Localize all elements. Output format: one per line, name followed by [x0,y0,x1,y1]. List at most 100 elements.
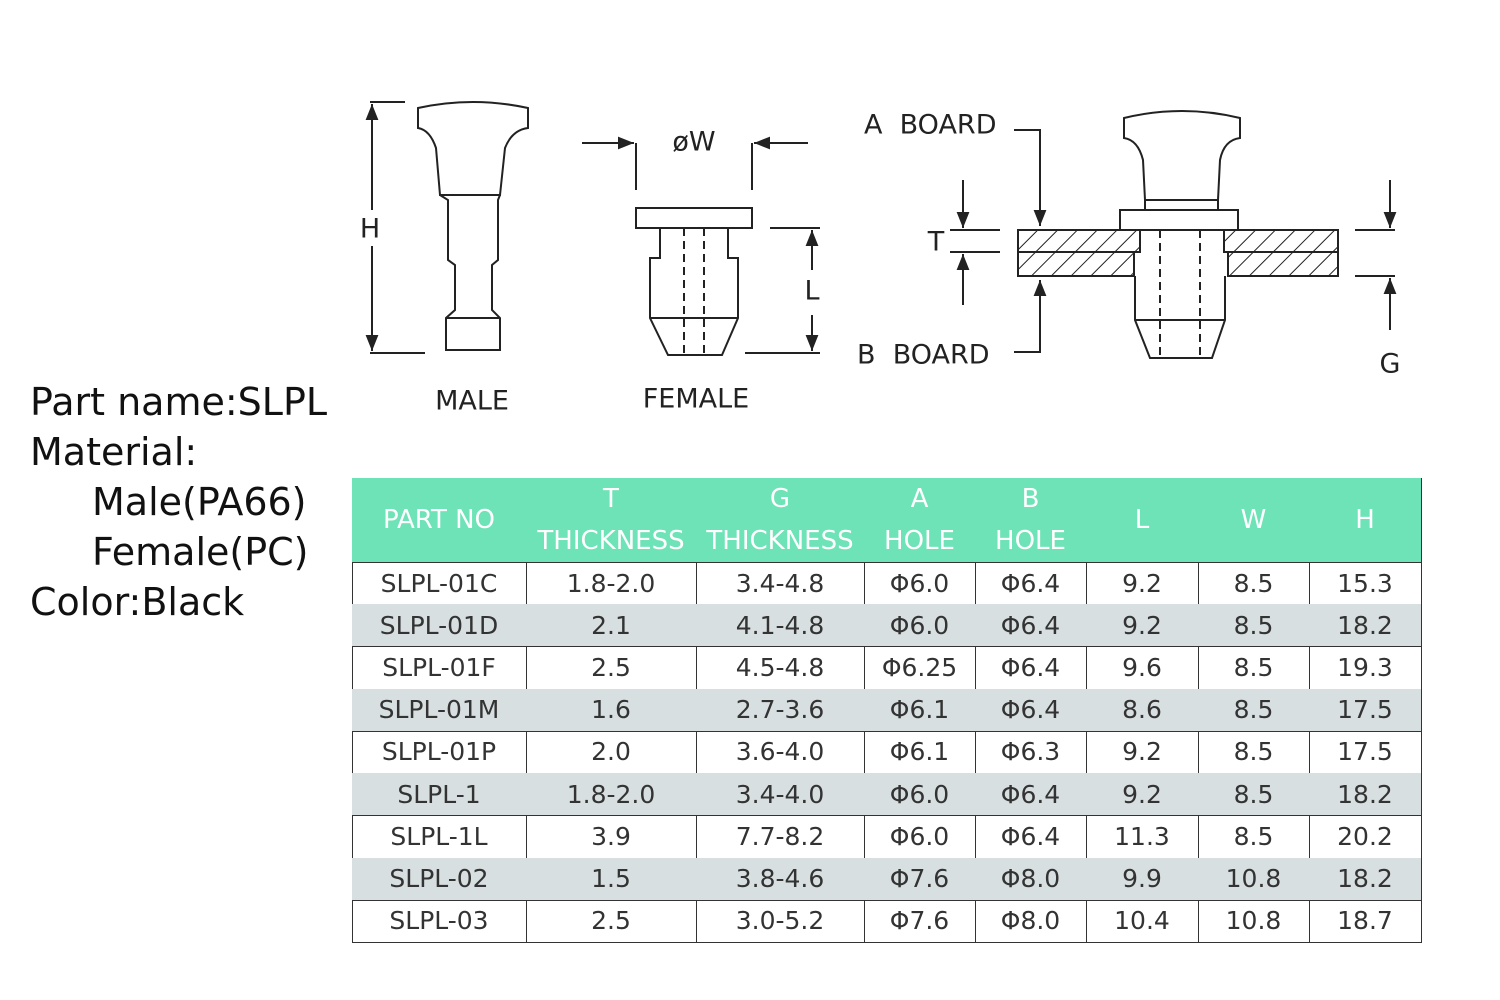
table-cell: 11.3 [1086,815,1199,859]
table-cell: Φ8.0 [975,899,1087,943]
table-cell: 2.5 [526,899,697,943]
table-cell: Φ6.3 [975,730,1087,775]
header-text: PART NO [382,505,496,535]
table-cell: 18.7 [1309,899,1422,943]
table-cell: 9.6 [1086,646,1199,690]
table-cell: 3.4-4.0 [696,773,865,817]
table-cell: 8.5 [1198,688,1310,732]
table-cell: 18.2 [1309,857,1422,901]
table-cell: Φ6.1 [864,730,976,775]
table-cell: 9.2 [1086,604,1199,648]
table-cell: 8.5 [1198,815,1310,859]
header-text: G [769,484,791,514]
table-cell: 9.2 [1086,562,1199,606]
dim-t: T [927,227,945,258]
header-text: HOLE [995,526,1066,556]
table-cell: 10.8 [1198,899,1310,943]
table-cell: 19.3 [1309,646,1422,690]
header-cell: T THICKNESS [526,478,697,563]
header-text: A [910,484,929,514]
spec-table: PART NO T THICKNESS G THICKNESS A HOLE B HOLE L W H… [352,478,1422,943]
part-name: Part name:SLPL [30,380,328,424]
header-text: T [603,484,619,514]
header-cell: PART NO [352,478,527,563]
table-cell: 8.5 [1198,604,1310,648]
table-cell: 1.6 [526,688,697,732]
table-cell: SLPL-01D [352,604,527,648]
table-cell: 8.6 [1086,688,1199,732]
table-cell: Φ6.4 [975,773,1087,817]
material-male: Male(PA66) [92,480,307,524]
table-cell: Φ6.25 [864,646,976,690]
header-cell: H [1309,478,1422,563]
table-cell: 4.5-4.8 [696,646,865,690]
table-cell: Φ6.4 [975,815,1087,859]
table-cell: Φ7.6 [864,899,976,943]
header-text: THICKNESS [706,526,854,556]
header-text: L [1134,505,1150,535]
table-cell: SLPL-01C [352,562,527,606]
table-cell: 15.3 [1309,562,1422,606]
table-cell: 18.2 [1309,773,1422,817]
table-cell: 9.2 [1086,730,1199,775]
table-cell: 9.9 [1086,857,1199,901]
table-cell: 2.5 [526,646,697,690]
table-cell: 3.9 [526,815,697,859]
drawings: H MALE øW L FEMALE A BOARD B BOARD T G [360,101,1401,417]
table-cell: 3.8-4.6 [696,857,865,901]
table-cell: 1.8-2.0 [526,562,697,606]
table-cell: 4.1-4.8 [696,604,865,648]
female-label: FEMALE [643,384,749,415]
dim-h: H [360,214,380,245]
header-text: THICKNESS [537,526,685,556]
header-cell: L [1086,478,1199,563]
header-text: W [1240,505,1267,535]
table-cell: 2.7-3.6 [696,688,865,732]
b-board-label: B BOARD [857,340,990,371]
a-board-label: A BOARD [864,110,996,141]
material: Material: [30,430,198,474]
table-cell: Φ6.4 [975,604,1087,648]
table-cell: Φ7.6 [864,857,976,901]
table-cell: 3.4-4.8 [696,562,865,606]
table-cell: 8.5 [1198,730,1310,775]
table-cell: Φ8.0 [975,857,1087,901]
table-cell: 8.5 [1198,646,1310,690]
table-cell: SLPL-1L [352,815,527,859]
table-cell: 20.2 [1309,815,1422,859]
table-cell: 2.0 [526,730,697,775]
color: Color:Black [30,580,245,624]
table-cell: SLPL-1 [352,773,527,817]
table-cell: Φ6.0 [864,562,976,606]
table-cell: 9.2 [1086,773,1199,817]
table-cell: 8.5 [1198,562,1310,606]
table-cell: SLPL-03 [352,899,527,943]
table-cell: 1.8-2.0 [526,773,697,817]
table-cell: SLPL-01M [352,688,527,732]
dim-w: øW [672,127,715,158]
female-drawing [582,136,820,356]
header-cell: G THICKNESS [696,478,865,563]
header-text: B [1021,484,1040,514]
header-text: HOLE [884,526,955,556]
table-cell: 1.5 [526,857,697,901]
table-cell: Φ6.4 [975,646,1087,690]
table-cell: Φ6.4 [975,562,1087,606]
table-cell: SLPL-01F [352,646,527,690]
dim-l: L [804,276,819,307]
table-cell: SLPL-02 [352,857,527,901]
table-cell: Φ6.0 [864,773,976,817]
material-female: Female(PC) [92,530,309,574]
table-cell: 3.6-4.0 [696,730,865,775]
table-cell: 10.8 [1198,857,1310,901]
table-cell: 3.0-5.2 [696,899,865,943]
table-cell: Φ6.0 [864,815,976,859]
male-label: MALE [435,386,509,417]
table-cell: Φ6.4 [975,688,1087,732]
table-cell: 8.5 [1198,773,1310,817]
header-text: H [1355,505,1375,535]
dim-g: G [1380,349,1401,380]
table-cell: 18.2 [1309,604,1422,648]
header-cell: W [1198,478,1310,563]
